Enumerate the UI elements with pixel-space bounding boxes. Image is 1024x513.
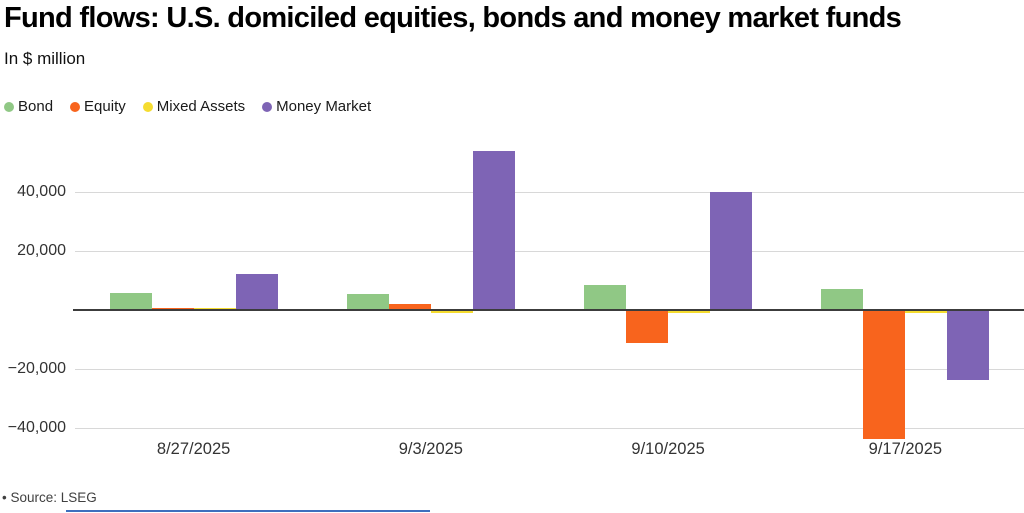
legend-item-equity: Equity <box>70 98 126 115</box>
bar-mixed-assets-9-10-2025 <box>668 311 711 313</box>
x-axis-tick-label: 9/10/2025 <box>631 440 705 458</box>
legend-swatch-icon <box>262 101 273 112</box>
legend-item-mixed-assets: Mixed Assets <box>142 98 246 115</box>
gridline <box>75 192 1024 194</box>
chart-title: Fund flows: U.S. domiciled equities, bon… <box>4 2 902 34</box>
legend-item-money-market: Money Market <box>262 98 371 115</box>
bar-money-market-9-3-2025 <box>472 151 515 310</box>
bar-equity-8-27-2025 <box>151 307 194 310</box>
x-axis-tick-label: 9/17/2025 <box>868 440 943 458</box>
legend-label: Equity <box>84 98 126 115</box>
bar-equity-9-10-2025 <box>626 311 669 344</box>
gridline <box>75 427 1024 429</box>
bar-bond-8-27-2025 <box>109 292 152 310</box>
legend-label: Bond <box>18 98 54 115</box>
footer-accent-line <box>66 510 430 512</box>
legend-swatch-icon <box>70 101 81 112</box>
bar-money-market-8-27-2025 <box>235 273 278 310</box>
gridline <box>75 251 1024 253</box>
legend-swatch-icon <box>4 101 14 112</box>
zero-axis-line <box>73 309 1024 311</box>
legend-swatch-icon <box>142 101 153 112</box>
bar-mixed-assets-9-3-2025 <box>430 311 473 313</box>
legend-item-bond: Bond <box>4 98 53 115</box>
gridline <box>75 368 1024 370</box>
chart-subtitle: In $ million <box>4 49 86 68</box>
source-note: • Source: LSEG <box>2 490 97 505</box>
bar-bond-9-17-2025 <box>821 288 864 310</box>
bar-money-market-9-10-2025 <box>710 191 753 310</box>
bar-bond-9-3-2025 <box>346 293 389 310</box>
x-axis-tick-label: 9/3/2025 <box>398 440 463 458</box>
y-axis-tick-label: 20,000 <box>17 242 66 260</box>
chart-legend: Bond Equity Mixed Assets Money Market <box>4 98 371 115</box>
bar-money-market-9-17-2025 <box>947 311 990 381</box>
y-axis-tick-label: 40,000 <box>17 183 66 201</box>
legend-label: Mixed Assets <box>156 98 246 115</box>
bar-bond-9-10-2025 <box>584 285 627 310</box>
y-axis-tick-label: −20,000 <box>7 359 66 377</box>
legend-label: Money Market <box>276 98 372 115</box>
bar-equity-9-17-2025 <box>863 311 906 439</box>
x-axis-tick-label: 8/27/2025 <box>156 440 231 458</box>
bar-mixed-assets-9-17-2025 <box>905 311 948 313</box>
y-axis-tick-label: −40,000 <box>7 418 66 436</box>
bar-equity-9-3-2025 <box>388 303 431 310</box>
